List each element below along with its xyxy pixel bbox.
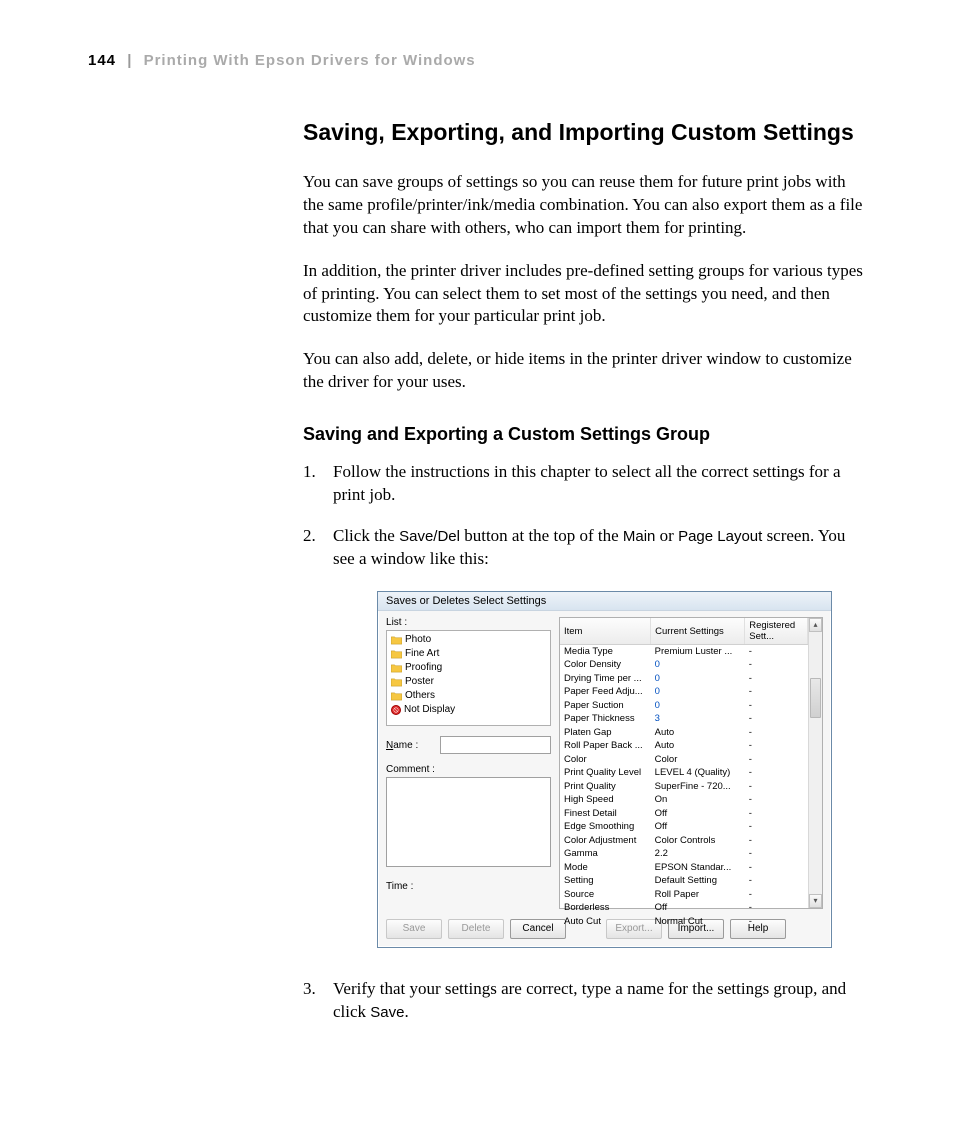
settings-list[interactable]: PhotoFine ArtProofingPosterOthers⦸Not Di… <box>386 630 551 726</box>
instruction-list: 1. Follow the instructions in this chapt… <box>303 461 863 571</box>
table-row: ColorColor- <box>560 753 808 767</box>
name-label: Name : <box>386 740 434 751</box>
header-separator: | <box>127 52 132 69</box>
list-label: List : <box>386 617 551 628</box>
table-row: Edge SmoothingOff- <box>560 820 808 834</box>
table-row: Auto CutNormal Cut- <box>560 915 808 929</box>
table-row: Platen GapAuto- <box>560 726 808 740</box>
intro-paragraph-1: You can save groups of settings so you c… <box>303 171 863 240</box>
settings-dialog: Saves or Deletes Select Settings List : … <box>377 591 832 948</box>
table-row: ModeEPSON Standar...- <box>560 861 808 875</box>
table-row: Color AdjustmentColor Controls- <box>560 834 808 848</box>
table-row: Roll Paper Back ...Auto- <box>560 739 808 753</box>
step-1: 1. Follow the instructions in this chapt… <box>303 461 863 507</box>
table-row: Drying Time per ...0- <box>560 672 808 686</box>
folder-icon <box>391 664 402 673</box>
folder-icon <box>391 650 402 659</box>
settings-table: Item Current Settings Registered Sett...… <box>559 617 823 909</box>
main-label: Main <box>623 528 656 545</box>
scroll-thumb[interactable] <box>810 678 821 718</box>
save-del-label: Save/Del <box>399 528 460 545</box>
table-row: Paper Feed Adju...0- <box>560 685 808 699</box>
page-header: 144 | Printing With Epson Drivers for Wi… <box>88 52 476 69</box>
table-row: High SpeedOn- <box>560 793 808 807</box>
subsection-heading: Saving and Exporting a Custom Settings G… <box>303 424 863 445</box>
col-current[interactable]: Current Settings <box>651 618 745 645</box>
step-2: 2. Click the Save/Del button at the top … <box>303 525 863 571</box>
table-row: Color Density0- <box>560 658 808 672</box>
list-item[interactable]: Poster <box>389 675 548 689</box>
table-row: Finest DetailOff- <box>560 807 808 821</box>
page-number: 144 <box>88 52 116 69</box>
intro-paragraph-3: You can also add, delete, or hide items … <box>303 348 863 394</box>
list-item[interactable]: ⦸Not Display <box>389 703 548 717</box>
save-button[interactable]: Save <box>386 919 442 939</box>
table-row: SourceRoll Paper- <box>560 888 808 902</box>
section-heading: Saving, Exporting, and Importing Custom … <box>303 118 863 147</box>
scroll-down-icon[interactable]: ▾ <box>809 894 822 908</box>
folder-icon <box>391 678 402 687</box>
step-3: 3. Verify that your settings are correct… <box>303 978 863 1024</box>
col-item[interactable]: Item <box>560 618 651 645</box>
main-content: Saving, Exporting, and Importing Custom … <box>303 118 863 1042</box>
table-row: Print Quality LevelLEVEL 4 (Quality)- <box>560 766 808 780</box>
instruction-list-cont: 3. Verify that your settings are correct… <box>303 978 863 1024</box>
list-item[interactable]: Fine Art <box>389 647 548 661</box>
table-row: SettingDefault Setting- <box>560 874 808 888</box>
list-item[interactable]: Proofing <box>389 661 548 675</box>
comment-label: Comment : <box>386 764 551 775</box>
list-item[interactable]: Others <box>389 689 548 703</box>
page-layout-label: Page Layout <box>678 528 762 545</box>
table-row: Print QualitySuperFine - 720...- <box>560 780 808 794</box>
folder-icon <box>391 636 402 645</box>
table-row: Gamma2.2- <box>560 847 808 861</box>
scrollbar[interactable]: ▴ ▾ <box>808 618 822 908</box>
chapter-title: Printing With Epson Drivers for Windows <box>144 52 476 69</box>
col-registered[interactable]: Registered Sett... <box>745 618 808 645</box>
table-row: Paper Thickness3- <box>560 712 808 726</box>
name-input[interactable] <box>440 736 551 754</box>
folder-icon <box>391 692 402 701</box>
time-label: Time : <box>386 881 551 892</box>
intro-paragraph-2: In addition, the printer driver includes… <box>303 260 863 329</box>
table-row: Paper Suction0- <box>560 699 808 713</box>
comment-input[interactable] <box>386 777 551 867</box>
scroll-up-icon[interactable]: ▴ <box>809 618 822 632</box>
cancel-button[interactable]: Cancel <box>510 919 566 939</box>
list-item[interactable]: Photo <box>389 633 548 647</box>
table-row: BorderlessOff- <box>560 901 808 915</box>
delete-button[interactable]: Delete <box>448 919 504 939</box>
table-row: Media TypePremium Luster ...- <box>560 645 808 659</box>
stop-icon: ⦸ <box>391 705 401 715</box>
dialog-titlebar: Saves or Deletes Select Settings <box>378 592 831 611</box>
save-label: Save <box>370 1004 404 1021</box>
name-field-row: Name : <box>386 736 551 754</box>
